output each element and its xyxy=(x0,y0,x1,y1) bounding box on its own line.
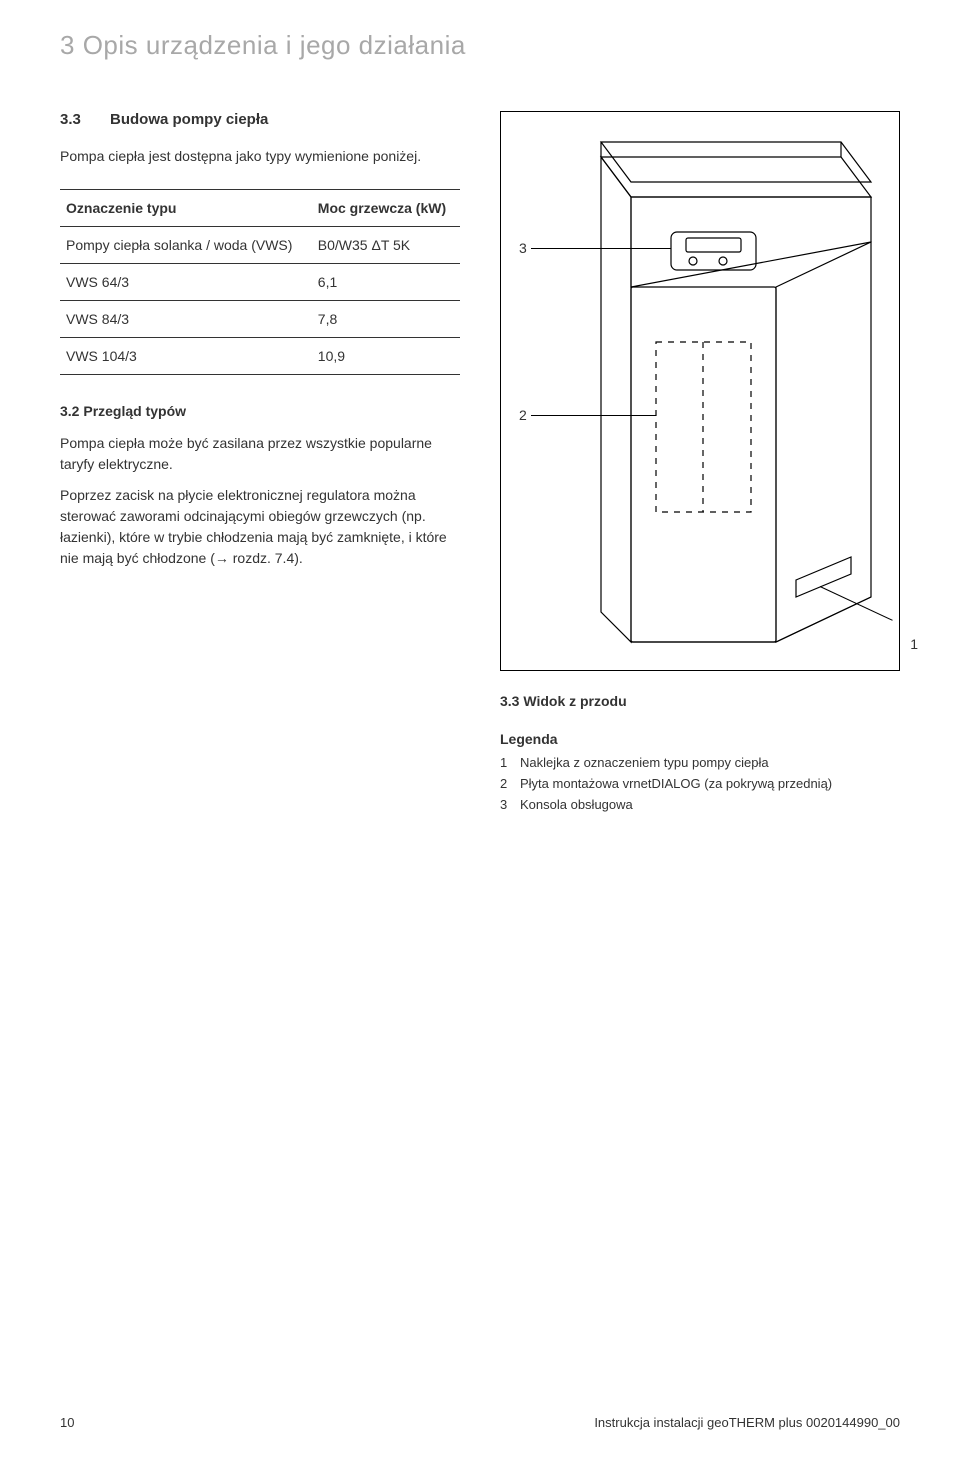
doc-id: Instrukcja instalacji geoTHERM plus 0020… xyxy=(594,1415,900,1430)
cell-c2: B0/W35 ΔT 5K xyxy=(312,227,460,264)
figure-caption-text: Widok z przodu xyxy=(523,693,626,709)
chapter-title-text: Opis urządzenia i jego działania xyxy=(83,30,466,60)
callout-line xyxy=(531,415,656,416)
legend-item: 2 Płyta montażowa vrnetDIALOG (za pokryw… xyxy=(500,774,900,795)
subsection-heading: 3.2 Przegląd typów xyxy=(60,403,460,419)
legend-item: 3 Konsola obsługowa xyxy=(500,795,900,816)
page-footer: 10 Instrukcja instalacji geoTHERM plus 0… xyxy=(60,1415,900,1430)
table-header-row: Oznaczenie typu Moc grzewcza (kW) xyxy=(60,190,460,227)
cell-c1: VWS 64/3 xyxy=(60,264,312,301)
table-row: VWS 64/3 6,1 xyxy=(60,264,460,301)
legend-text: Naklejka z oznaczeniem typu pompy ciepła xyxy=(520,753,769,774)
legend-text: Konsola obsługowa xyxy=(520,795,633,816)
table-row: Pompy ciepła solanka / woda (VWS) B0/W35… xyxy=(60,227,460,264)
section-number: 3.3 xyxy=(60,111,110,128)
body-paragraph: Poprzez zacisk na płycie elektronicznej … xyxy=(60,485,460,569)
callout-1: 1 xyxy=(910,636,918,652)
section-title: Budowa pompy ciepła xyxy=(110,111,268,128)
legend-title: Legenda xyxy=(500,731,900,747)
chapter-number: 3 xyxy=(60,30,75,60)
table-header-col2: Moc grzewcza (kW) xyxy=(312,190,460,227)
page-number: 10 xyxy=(60,1415,74,1430)
callout-3: 3 xyxy=(519,240,527,256)
figure-caption: 3.3 Widok z przodu xyxy=(500,693,900,709)
intro-paragraph: Pompa ciepła jest dostępna jako typy wym… xyxy=(60,146,460,167)
table-row: VWS 84/3 7,8 xyxy=(60,301,460,338)
legend-list: 1 Naklejka z oznaczeniem typu pompy ciep… xyxy=(500,753,900,815)
cell-c2: 7,8 xyxy=(312,301,460,338)
table-header-col1: Oznaczenie typu xyxy=(60,190,312,227)
callout-line xyxy=(531,248,671,249)
cell-c2: 10,9 xyxy=(312,338,460,375)
body-paragraph: Pompa ciepła może być zasilana przez wsz… xyxy=(60,433,460,475)
legend-item: 1 Naklejka z oznaczeniem typu pompy ciep… xyxy=(500,753,900,774)
legend-text: Płyta montażowa vrnetDIALOG (za pokrywą … xyxy=(520,774,832,795)
subsection-number: 3.2 xyxy=(60,403,79,419)
section-heading: 3.3 Budowa pompy ciepła xyxy=(60,111,460,128)
cell-c1: Pompy ciepła solanka / woda (VWS) xyxy=(60,227,312,264)
cell-c1: VWS 84/3 xyxy=(60,301,312,338)
legend-num: 2 xyxy=(500,774,520,795)
table-row: VWS 104/3 10,9 xyxy=(60,338,460,375)
spec-table: Oznaczenie typu Moc grzewcza (kW) Pompy … xyxy=(60,189,460,375)
figure-caption-number: 3.3 xyxy=(500,693,519,709)
figure-frame: 3 2 xyxy=(500,111,900,671)
device-illustration xyxy=(501,112,901,672)
chapter-title: 3 Opis urządzenia i jego działania xyxy=(60,30,900,61)
callout-2: 2 xyxy=(519,407,527,423)
cell-c2: 6,1 xyxy=(312,264,460,301)
legend-num: 3 xyxy=(500,795,520,816)
cell-c1: VWS 104/3 xyxy=(60,338,312,375)
legend-num: 1 xyxy=(500,753,520,774)
subsection-title: Przegląd typów xyxy=(83,403,186,419)
